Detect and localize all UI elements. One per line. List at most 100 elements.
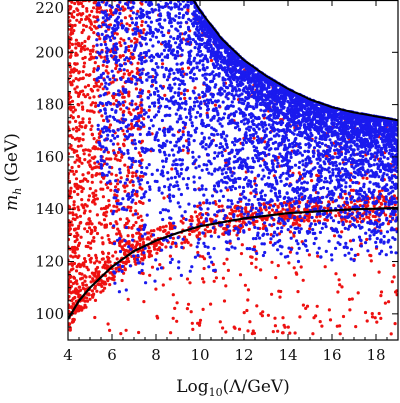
red-point xyxy=(138,232,142,236)
blue-point xyxy=(236,157,240,161)
red-point xyxy=(79,17,83,22)
red-point xyxy=(90,133,94,137)
blue-point xyxy=(156,267,160,271)
red-point xyxy=(213,230,217,234)
blue-point xyxy=(169,35,173,39)
blue-point xyxy=(149,118,153,122)
red-point xyxy=(118,243,122,248)
blue-point xyxy=(228,185,232,189)
red-point xyxy=(197,231,201,235)
red-point xyxy=(90,167,94,171)
blue-point xyxy=(390,209,395,213)
blue-point xyxy=(176,77,180,81)
red-point xyxy=(389,332,393,336)
blue-point xyxy=(296,242,300,246)
blue-point xyxy=(129,247,133,251)
blue-point xyxy=(297,204,301,209)
blue-point xyxy=(176,37,180,41)
blue-point xyxy=(171,133,175,137)
red-point xyxy=(72,190,76,194)
blue-point xyxy=(303,149,307,153)
blue-point xyxy=(146,181,150,185)
blue-point xyxy=(220,154,225,158)
red-point xyxy=(180,241,184,245)
red-point xyxy=(108,260,112,264)
red-point xyxy=(291,208,295,212)
red-point xyxy=(259,208,263,212)
blue-point xyxy=(204,124,208,129)
red-point xyxy=(128,71,132,76)
blue-point xyxy=(202,193,206,197)
blue-point xyxy=(144,72,148,77)
red-point xyxy=(71,211,75,215)
blue-point xyxy=(378,192,382,196)
red-point xyxy=(80,272,84,276)
red-point xyxy=(72,227,77,231)
blue-point xyxy=(113,42,118,46)
blue-point xyxy=(159,144,163,148)
red-point xyxy=(69,268,73,272)
blue-point xyxy=(134,212,138,216)
red-point xyxy=(88,109,92,113)
blue-point xyxy=(333,144,337,148)
blue-point xyxy=(185,146,189,150)
blue-point xyxy=(277,134,281,138)
blue-point xyxy=(182,5,187,9)
blue-point xyxy=(227,232,231,236)
red-point xyxy=(264,208,268,212)
red-point xyxy=(68,211,72,215)
red-point xyxy=(180,67,184,71)
blue-point xyxy=(293,144,297,148)
blue-point xyxy=(286,138,291,142)
blue-point xyxy=(263,250,267,255)
blue-point xyxy=(156,65,160,69)
red-point xyxy=(73,87,77,91)
red-point xyxy=(115,32,119,36)
red-point xyxy=(123,267,127,271)
red-point xyxy=(79,1,83,6)
red-point xyxy=(201,307,205,311)
red-point xyxy=(137,235,141,240)
red-point xyxy=(124,328,128,332)
red-point xyxy=(90,9,94,13)
blue-point xyxy=(326,187,330,191)
blue-point xyxy=(197,93,201,97)
blue-point xyxy=(364,231,368,235)
blue-point xyxy=(383,163,387,167)
blue-point xyxy=(179,192,183,197)
red-point xyxy=(142,117,146,121)
red-point xyxy=(68,62,72,66)
red-point xyxy=(130,77,134,81)
red-point xyxy=(233,205,237,210)
red-point xyxy=(138,242,142,246)
blue-point xyxy=(193,204,197,208)
red-point xyxy=(112,275,116,279)
blue-point xyxy=(345,196,349,201)
red-point xyxy=(86,268,90,272)
blue-point xyxy=(207,265,211,269)
red-point xyxy=(81,45,85,50)
red-point xyxy=(90,180,94,184)
red-point xyxy=(347,297,352,301)
red-point xyxy=(171,316,175,320)
blue-point xyxy=(140,89,145,93)
blue-point xyxy=(119,19,123,23)
blue-point xyxy=(364,147,368,151)
blue-point xyxy=(263,221,267,225)
blue-point xyxy=(329,206,333,210)
blue-point xyxy=(123,239,127,243)
blue-point xyxy=(153,8,157,12)
red-point xyxy=(71,110,75,114)
red-point xyxy=(373,316,377,320)
blue-point xyxy=(138,41,142,45)
blue-point xyxy=(301,163,305,167)
blue-point xyxy=(277,219,281,223)
red-point xyxy=(75,85,79,89)
red-point xyxy=(131,183,135,187)
red-point xyxy=(94,104,98,108)
blue-point xyxy=(158,12,162,16)
blue-point xyxy=(256,231,260,235)
blue-point xyxy=(279,179,283,183)
blue-point xyxy=(293,226,297,230)
red-point xyxy=(106,234,110,238)
